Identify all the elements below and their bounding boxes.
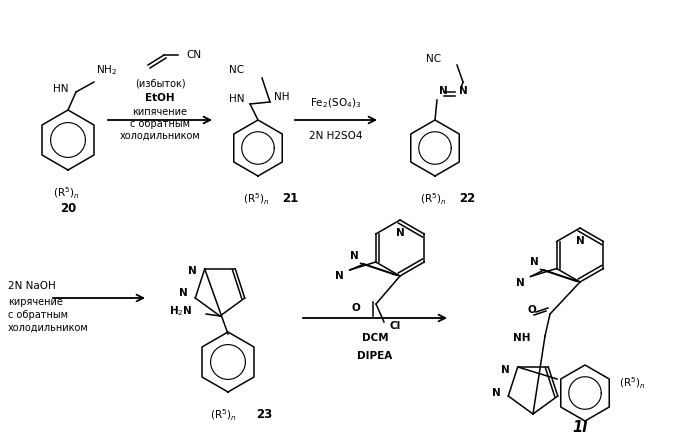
Text: N: N (178, 288, 187, 298)
Text: N: N (516, 278, 525, 288)
Text: O: O (352, 303, 361, 313)
Text: NC: NC (229, 65, 244, 75)
Text: (R$^5$)$_n$: (R$^5$)$_n$ (52, 186, 79, 202)
Text: HN: HN (52, 84, 68, 94)
Text: с обратным: с обратным (8, 310, 68, 320)
Text: 2N H2SO4: 2N H2SO4 (309, 131, 363, 141)
Text: 1l: 1l (572, 420, 588, 435)
Text: кирячение: кирячение (8, 297, 63, 307)
Text: 20: 20 (60, 202, 76, 215)
Text: H$_2$N: H$_2$N (168, 304, 192, 318)
Text: DCM: DCM (361, 333, 389, 343)
Text: N: N (575, 236, 584, 246)
Text: N: N (459, 86, 468, 96)
Text: N: N (335, 271, 344, 281)
Text: NH: NH (514, 333, 531, 343)
Text: (R$^5$)$_n$: (R$^5$)$_n$ (210, 408, 236, 424)
Text: NH: NH (274, 92, 289, 102)
Text: 2N NaOH: 2N NaOH (8, 281, 56, 291)
Text: кипячение: кипячение (133, 107, 187, 117)
Text: NC: NC (426, 54, 441, 64)
Text: Cl: Cl (390, 321, 401, 331)
Text: N: N (350, 251, 359, 261)
Text: N: N (531, 257, 539, 267)
Text: 23: 23 (256, 408, 272, 421)
Text: (R$^5$)$_n$: (R$^5$)$_n$ (419, 192, 446, 207)
Text: холодильником: холодильником (8, 323, 89, 333)
Text: (избыток): (избыток) (135, 78, 185, 88)
Text: (R$^5$)$_n$: (R$^5$)$_n$ (243, 192, 269, 207)
Text: Fe$_2$(SO$_4$)$_3$: Fe$_2$(SO$_4$)$_3$ (310, 96, 361, 110)
Text: NH$_2$: NH$_2$ (96, 63, 117, 77)
Text: N: N (439, 86, 448, 96)
Text: (R$^5$)$_n$: (R$^5$)$_n$ (619, 375, 646, 391)
Text: N: N (396, 228, 405, 238)
Text: с обратным: с обратным (130, 119, 190, 129)
Text: холодильником: холодильником (120, 131, 201, 141)
Text: 21: 21 (282, 192, 298, 205)
Text: EtOH: EtOH (145, 93, 175, 103)
Text: N: N (501, 365, 510, 375)
Text: 22: 22 (459, 192, 475, 205)
Text: HN: HN (229, 94, 245, 104)
Text: N: N (491, 388, 500, 398)
Text: N: N (188, 266, 196, 276)
Text: CN: CN (186, 50, 201, 60)
Text: O: O (528, 305, 536, 315)
Text: DIPEA: DIPEA (357, 351, 393, 361)
